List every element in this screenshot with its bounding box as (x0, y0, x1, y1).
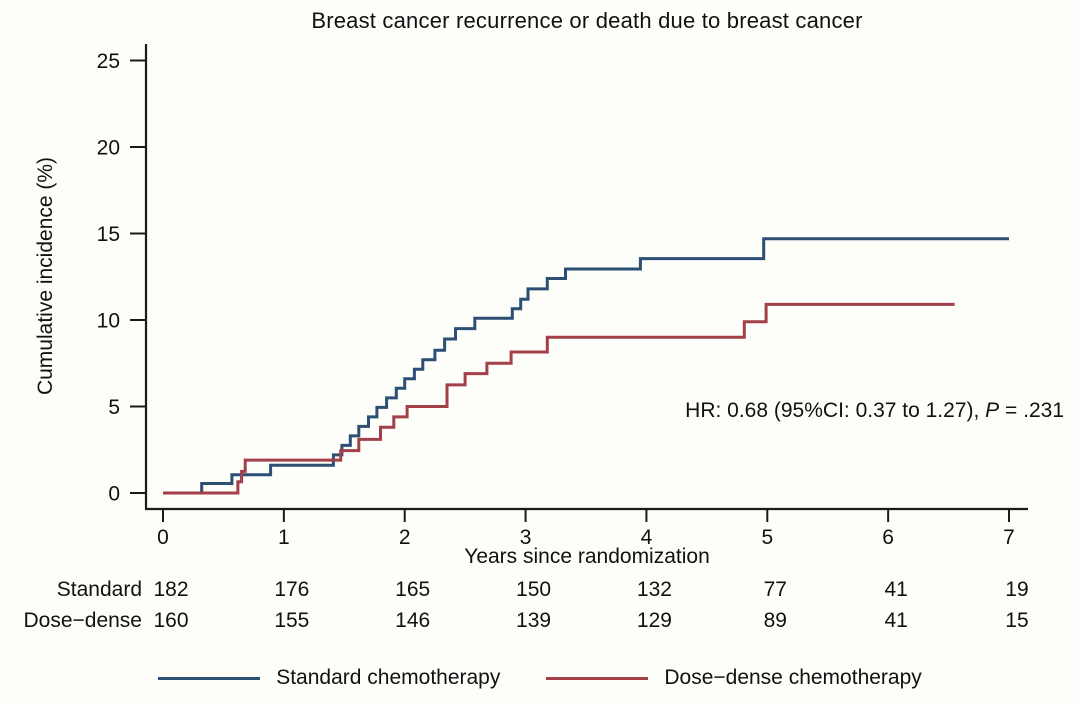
legend-item-0: Standard chemotherapy (158, 666, 500, 690)
y-axis-title: Cumulative incidence (%) (34, 157, 57, 395)
legend-item-1: Dose−dense chemotherapy (546, 666, 922, 690)
y-tick-label-15: 15 (97, 223, 120, 246)
legend-label-1: Dose−dense chemotherapy (664, 666, 922, 689)
x-tick-label-7: 7 (1003, 526, 1015, 549)
risk-value-1-6: 41 (884, 609, 908, 632)
x-tick-label-2: 2 (399, 526, 411, 549)
x-axis-title: Years since randomization (464, 545, 710, 568)
x-tick-label-5: 5 (761, 526, 773, 549)
plot-svg: 0 5 10 15 20 25 0 1 2 3 4 5 6 7 Cumulative incidence… (34, 44, 1064, 568)
risk-row-1: Dose−dense 160 155 146 139 129 89 41 15 (0, 609, 1080, 635)
risk-value-0-6: 41 (884, 578, 908, 601)
risk-value-1-1: 155 (274, 609, 310, 632)
risk-value-0-1: 176 (274, 578, 310, 601)
risk-row-label-1: Dose−dense (23, 609, 142, 632)
risk-value-0-4: 132 (636, 578, 672, 601)
hr-annotation-prefix: HR: 0.68 (95%CI: 0.37 to 1.27), (685, 399, 985, 422)
legend-label-0: Standard chemotherapy (276, 666, 501, 689)
risk-row-0: Standard 182 176 165 150 132 77 41 19 (0, 578, 1080, 604)
y-tick-label-10: 10 (97, 310, 120, 333)
x-tick-label-6: 6 (882, 526, 894, 549)
y-tick-label-20: 20 (97, 137, 120, 160)
risk-value-1-7: 15 (1005, 609, 1029, 632)
hr-annotation-suffix: = .231 (999, 399, 1064, 422)
risk-value-0-7: 19 (1005, 578, 1029, 601)
y-tick-label-25: 25 (97, 50, 120, 73)
legend-line-icon-1 (546, 676, 649, 680)
series-line-0 (163, 237, 1009, 495)
x-tick-label-4: 4 (641, 526, 653, 549)
chart-title: Breast cancer recurrence or death due to… (311, 8, 863, 33)
risk-value-0-3: 150 (516, 578, 552, 601)
series-lines (163, 237, 1009, 495)
axes (144, 44, 1028, 511)
risk-value-1-3: 139 (516, 609, 552, 632)
x-tick-label-0: 0 (157, 526, 169, 549)
x-tick-label-3: 3 (520, 526, 532, 549)
risk-value-1-4: 129 (636, 609, 672, 632)
risk-value-0-2: 165 (395, 578, 431, 601)
risk-value-1-2: 146 (395, 609, 431, 632)
risk-value-1-5: 89 (763, 609, 787, 632)
series-line-1 (163, 302, 955, 495)
hr-annotation: HR: 0.68 (95%CI: 0.37 to 1.27), P = .231 (685, 399, 1064, 422)
risk-value-1-0: 160 (153, 609, 189, 632)
x-axis-ticks: 0 1 2 3 4 5 6 7 (157, 509, 1015, 549)
legend-line-icon-0 (158, 676, 261, 680)
hr-annotation-pvalue-symbol: P (985, 399, 999, 422)
risk-value-0-0: 182 (153, 578, 189, 601)
risk-row-label-0: Standard (56, 578, 142, 601)
legend: Standard chemotherapy Dose−dense chemothe… (0, 666, 1080, 690)
x-tick-label-1: 1 (278, 526, 290, 549)
y-axis-ticks: 0 5 10 15 20 25 (97, 50, 145, 506)
risk-value-0-5: 77 (763, 578, 787, 601)
y-tick-label-5: 5 (108, 396, 120, 419)
y-tick-label-0: 0 (108, 483, 120, 506)
